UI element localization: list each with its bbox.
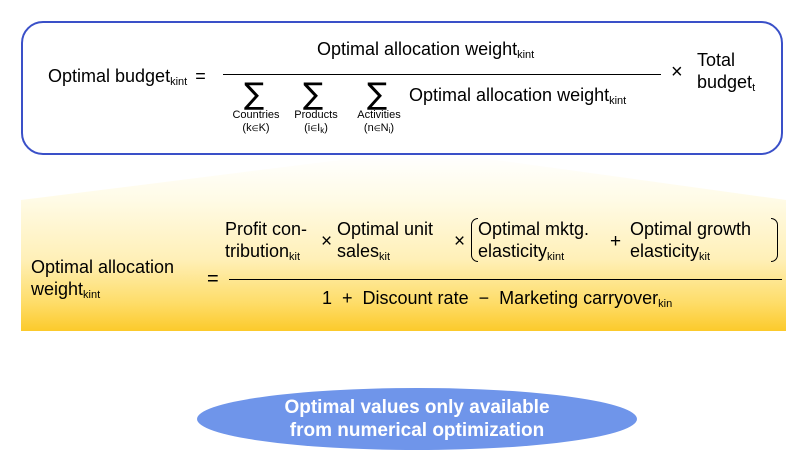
times-symbol-2: × [454,231,466,252]
total-budget-label: Total budgett [697,50,756,94]
sum-activities-label: Activities (n∈Ni) [357,109,401,135]
numerical-optimization-callout: Optimal values only available from numer… [197,388,637,450]
sum-products-symbol: ∑ [303,77,324,112]
allocation-weight-label: Optimal allocation weightkint [31,257,175,301]
budget-formula-box: Optimal budgetkint = Optimal allocation … [21,21,783,155]
allocation-equals: = [207,268,219,290]
callout-line-1: Optimal values only available [284,397,550,418]
optimal-budget-label: Optimal budgetkint = [48,66,206,88]
left-parenthesis [471,218,478,262]
sum-products-label: Products (i∈Ik) [294,109,338,135]
sum-countries-label: Countries (k∈K) [232,109,280,134]
times-symbol-1: × [321,231,333,252]
right-parenthesis [771,218,778,262]
sum-countries-symbol: ∑ [244,77,265,112]
budget-times-symbol: × [671,61,683,83]
funnel-shape [21,155,786,200]
profit-contribution-term: Profit con- tributionkit [225,219,308,263]
allocation-fraction-line [229,279,782,280]
optimal-mktg-elasticity-term: Optimal mktg. elasticitykint [478,219,590,263]
callout-line-2: from numerical optimization [289,420,545,441]
allocation-weight-formula-box: Optimal allocation weightkint = Profit c… [21,200,786,331]
budget-denominator-term: Optimal allocation weightkint [409,85,627,107]
plus-symbol: + [610,231,622,252]
funnel-connector [21,155,786,200]
budget-fraction-line [223,74,661,75]
sum-activities-symbol: ∑ [367,77,388,112]
optimal-unit-sales-term: Optimal unit saleskit [337,219,434,263]
budget-numerator: Optimal allocation weightkint [317,39,535,61]
allocation-denominator: 1 + Discount rate − Marketing carryoverk… [322,288,673,310]
optimal-growth-elasticity-term: Optimal growth elasticitykit [630,219,752,263]
